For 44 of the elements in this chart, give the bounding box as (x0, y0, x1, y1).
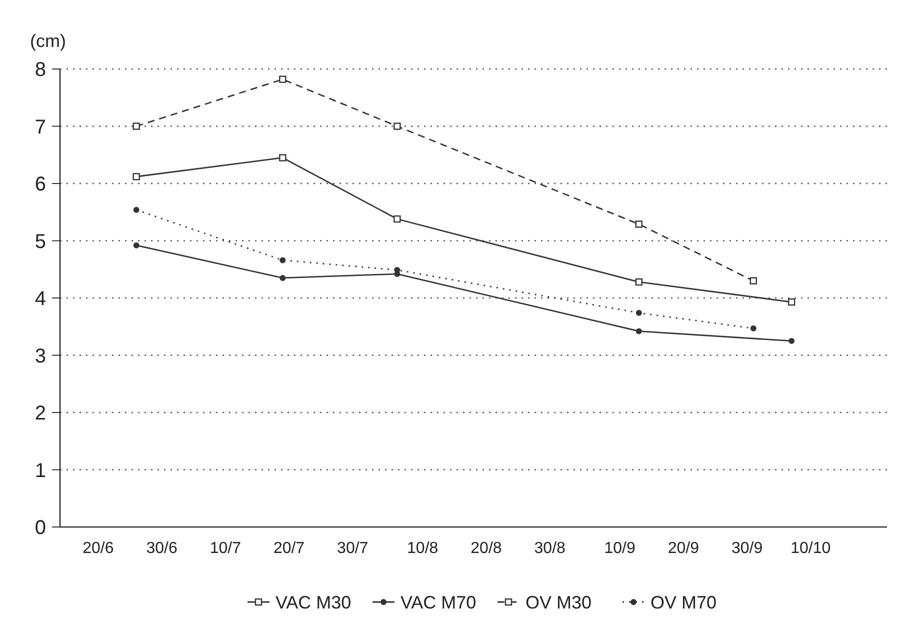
x-tick-label: 20/8 (470, 540, 502, 557)
point (132, 173, 140, 180)
x-tick-label: 10/10 (790, 540, 831, 557)
y-axis-title: (cm) (30, 31, 66, 51)
x-tick-label: 10/9 (604, 540, 636, 557)
x-tick-label: 20/6 (82, 540, 114, 557)
point (394, 122, 401, 130)
point (750, 277, 758, 284)
y-tick-label: 3 (34, 345, 46, 368)
point (132, 122, 140, 130)
x-tick-label: 30/9 (731, 540, 763, 557)
legend-label: VAC M30 (276, 592, 352, 612)
x-tick-label: 10/8 (407, 540, 438, 557)
y-tick-label: 1 (34, 460, 46, 482)
y-tick-label: 6 (34, 174, 46, 196)
point (788, 298, 796, 306)
legend-label: OV M30 (526, 592, 592, 612)
y-tick-label: 8 (34, 59, 46, 81)
x-tick-label: 20/9 (668, 540, 700, 557)
point (279, 154, 286, 162)
y-tick-label: 2 (34, 402, 46, 424)
y-tick-label: 5 (34, 230, 46, 253)
legend-label: OV M70 (650, 592, 717, 612)
x-tick-label: 10/7 (210, 540, 242, 557)
point (636, 310, 642, 316)
x-tick-label: 30/6 (146, 540, 178, 557)
point (133, 242, 140, 248)
point (635, 220, 642, 228)
point (635, 278, 642, 286)
point (788, 338, 795, 344)
x-tick-label: 30/7 (337, 540, 368, 557)
point (133, 206, 140, 213)
point (280, 274, 286, 281)
legend-label: VAC M70 (400, 592, 476, 612)
y-tick-label: 4 (34, 288, 46, 310)
x-tick-label: 30/8 (534, 540, 566, 557)
point (750, 325, 756, 332)
y-tick-label: 7 (34, 116, 46, 138)
point (636, 328, 642, 334)
point (279, 76, 286, 83)
y-tick-label: 0 (34, 517, 46, 539)
x-tick-label: 20/7 (273, 540, 305, 557)
point (394, 215, 401, 223)
point (280, 257, 286, 264)
